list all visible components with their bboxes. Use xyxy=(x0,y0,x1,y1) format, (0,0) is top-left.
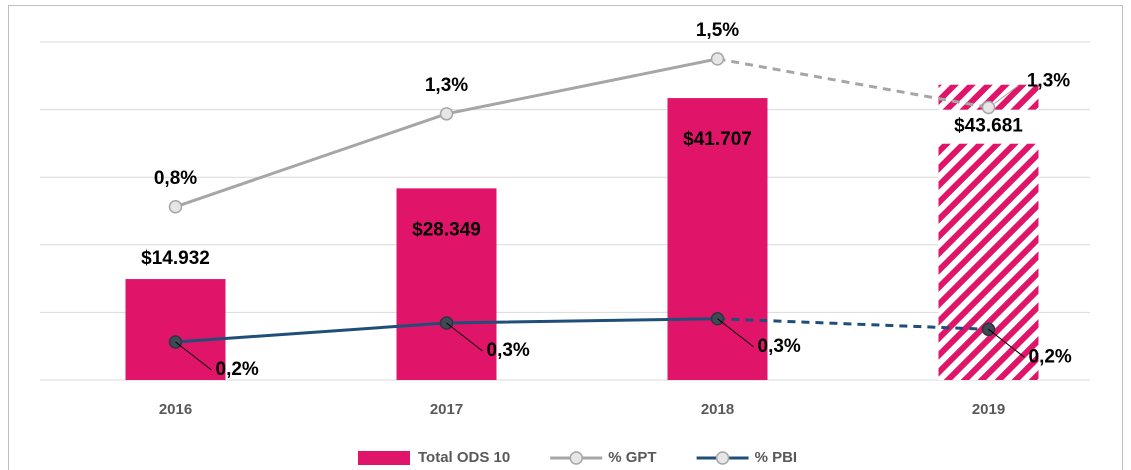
bar xyxy=(667,98,768,381)
legend-label: % GPT xyxy=(608,449,656,466)
data-label: 1,5% xyxy=(696,20,739,41)
legend-swatch xyxy=(358,451,410,465)
data-label: $43.681 xyxy=(954,116,1023,137)
data-label: 1,3% xyxy=(1027,71,1070,92)
data-label: 0,2% xyxy=(1029,346,1072,367)
leader-line xyxy=(988,328,1025,358)
data-label: 1,3% xyxy=(425,75,468,96)
label-background xyxy=(938,109,1039,144)
line-marker xyxy=(168,200,183,214)
leader-line xyxy=(994,85,1019,104)
x-tick-label: 2019 xyxy=(972,401,1005,418)
data-label: $14.932 xyxy=(141,248,210,269)
data-label: 0,8% xyxy=(154,168,197,189)
leader-line xyxy=(175,341,212,371)
line-marker xyxy=(439,107,454,121)
bar xyxy=(396,188,497,380)
line-marker xyxy=(981,100,996,115)
legend-marker xyxy=(569,451,583,465)
legend-label: Total ODS 10 xyxy=(418,449,510,466)
data-label: 0,2% xyxy=(216,359,259,380)
data-label: 0,3% xyxy=(487,340,530,361)
leader-line xyxy=(446,322,483,352)
x-tick-label: 2017 xyxy=(430,401,463,418)
leader-line xyxy=(717,318,754,348)
line xyxy=(717,317,989,331)
line xyxy=(717,57,989,109)
data-label: $28.349 xyxy=(412,219,481,240)
chart-border xyxy=(8,5,1123,470)
legend-marker xyxy=(715,451,730,465)
x-tick-label: 2016 xyxy=(159,401,192,418)
data-label: $41.707 xyxy=(683,129,752,150)
line-marker xyxy=(710,52,725,66)
bar xyxy=(125,279,226,380)
legend-label: % PBI xyxy=(755,449,798,466)
data-label: 0,3% xyxy=(758,336,801,357)
x-tick-label: 2018 xyxy=(701,401,734,418)
